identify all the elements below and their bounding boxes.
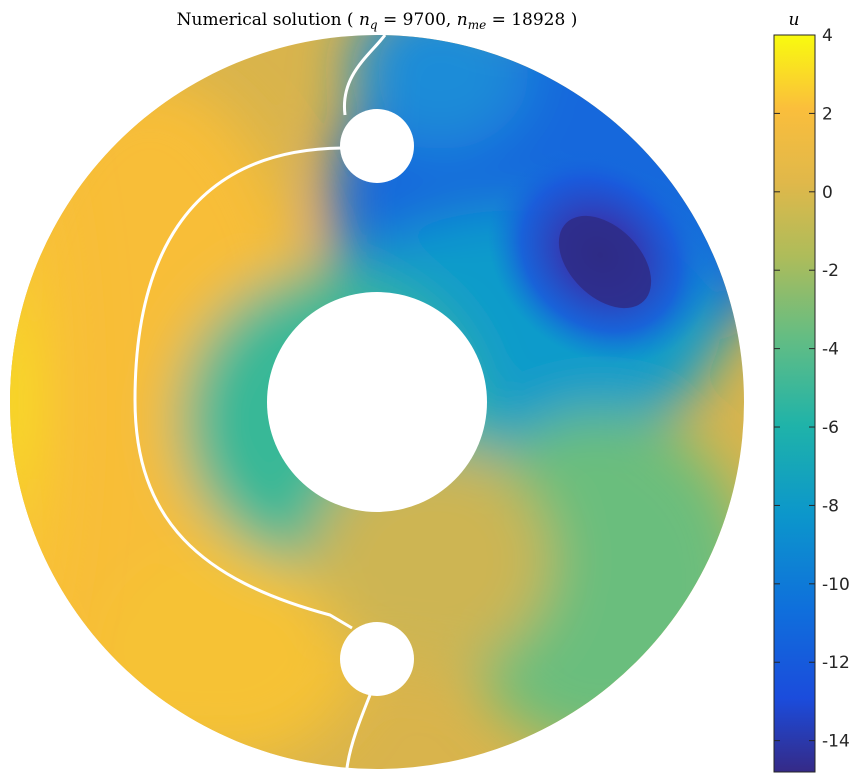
colorbar-tick-label: -10 bbox=[822, 575, 850, 595]
colorbar-tick-label: -4 bbox=[822, 340, 839, 360]
hole-center bbox=[267, 292, 487, 512]
colorbar-tick-label: -8 bbox=[822, 496, 839, 516]
colorbar-ticks: 4 2 0 -2 -4 -6 -8 -10 -12 -14 bbox=[774, 26, 850, 752]
colorbar: u 4 2 0 -2 -4 -6 -8 -10 -12 -14 bbox=[773, 10, 850, 773]
colorbar-tick-label: 0 bbox=[822, 183, 833, 203]
colorbar-tick-label: -6 bbox=[822, 418, 839, 438]
region-minimum-core bbox=[558, 215, 652, 309]
chart-title: Numerical solution ( nq = 9700, nme = 18… bbox=[177, 10, 578, 32]
hole-bottom bbox=[340, 622, 414, 696]
colorbar-tick-label: 2 bbox=[822, 104, 833, 124]
colorbar-tick-label: -12 bbox=[822, 653, 850, 673]
colorbar-bar bbox=[773, 34, 816, 773]
colorbar-tick-label: -14 bbox=[822, 732, 850, 752]
colorbar-label: u bbox=[789, 10, 800, 30]
region-top-blue bbox=[350, 35, 530, 150]
contour-line bbox=[133, 34, 387, 769]
colorbar-tick-label: -2 bbox=[822, 261, 839, 281]
colorbar-tick-label: 4 bbox=[822, 26, 833, 46]
hole-top bbox=[340, 109, 414, 183]
